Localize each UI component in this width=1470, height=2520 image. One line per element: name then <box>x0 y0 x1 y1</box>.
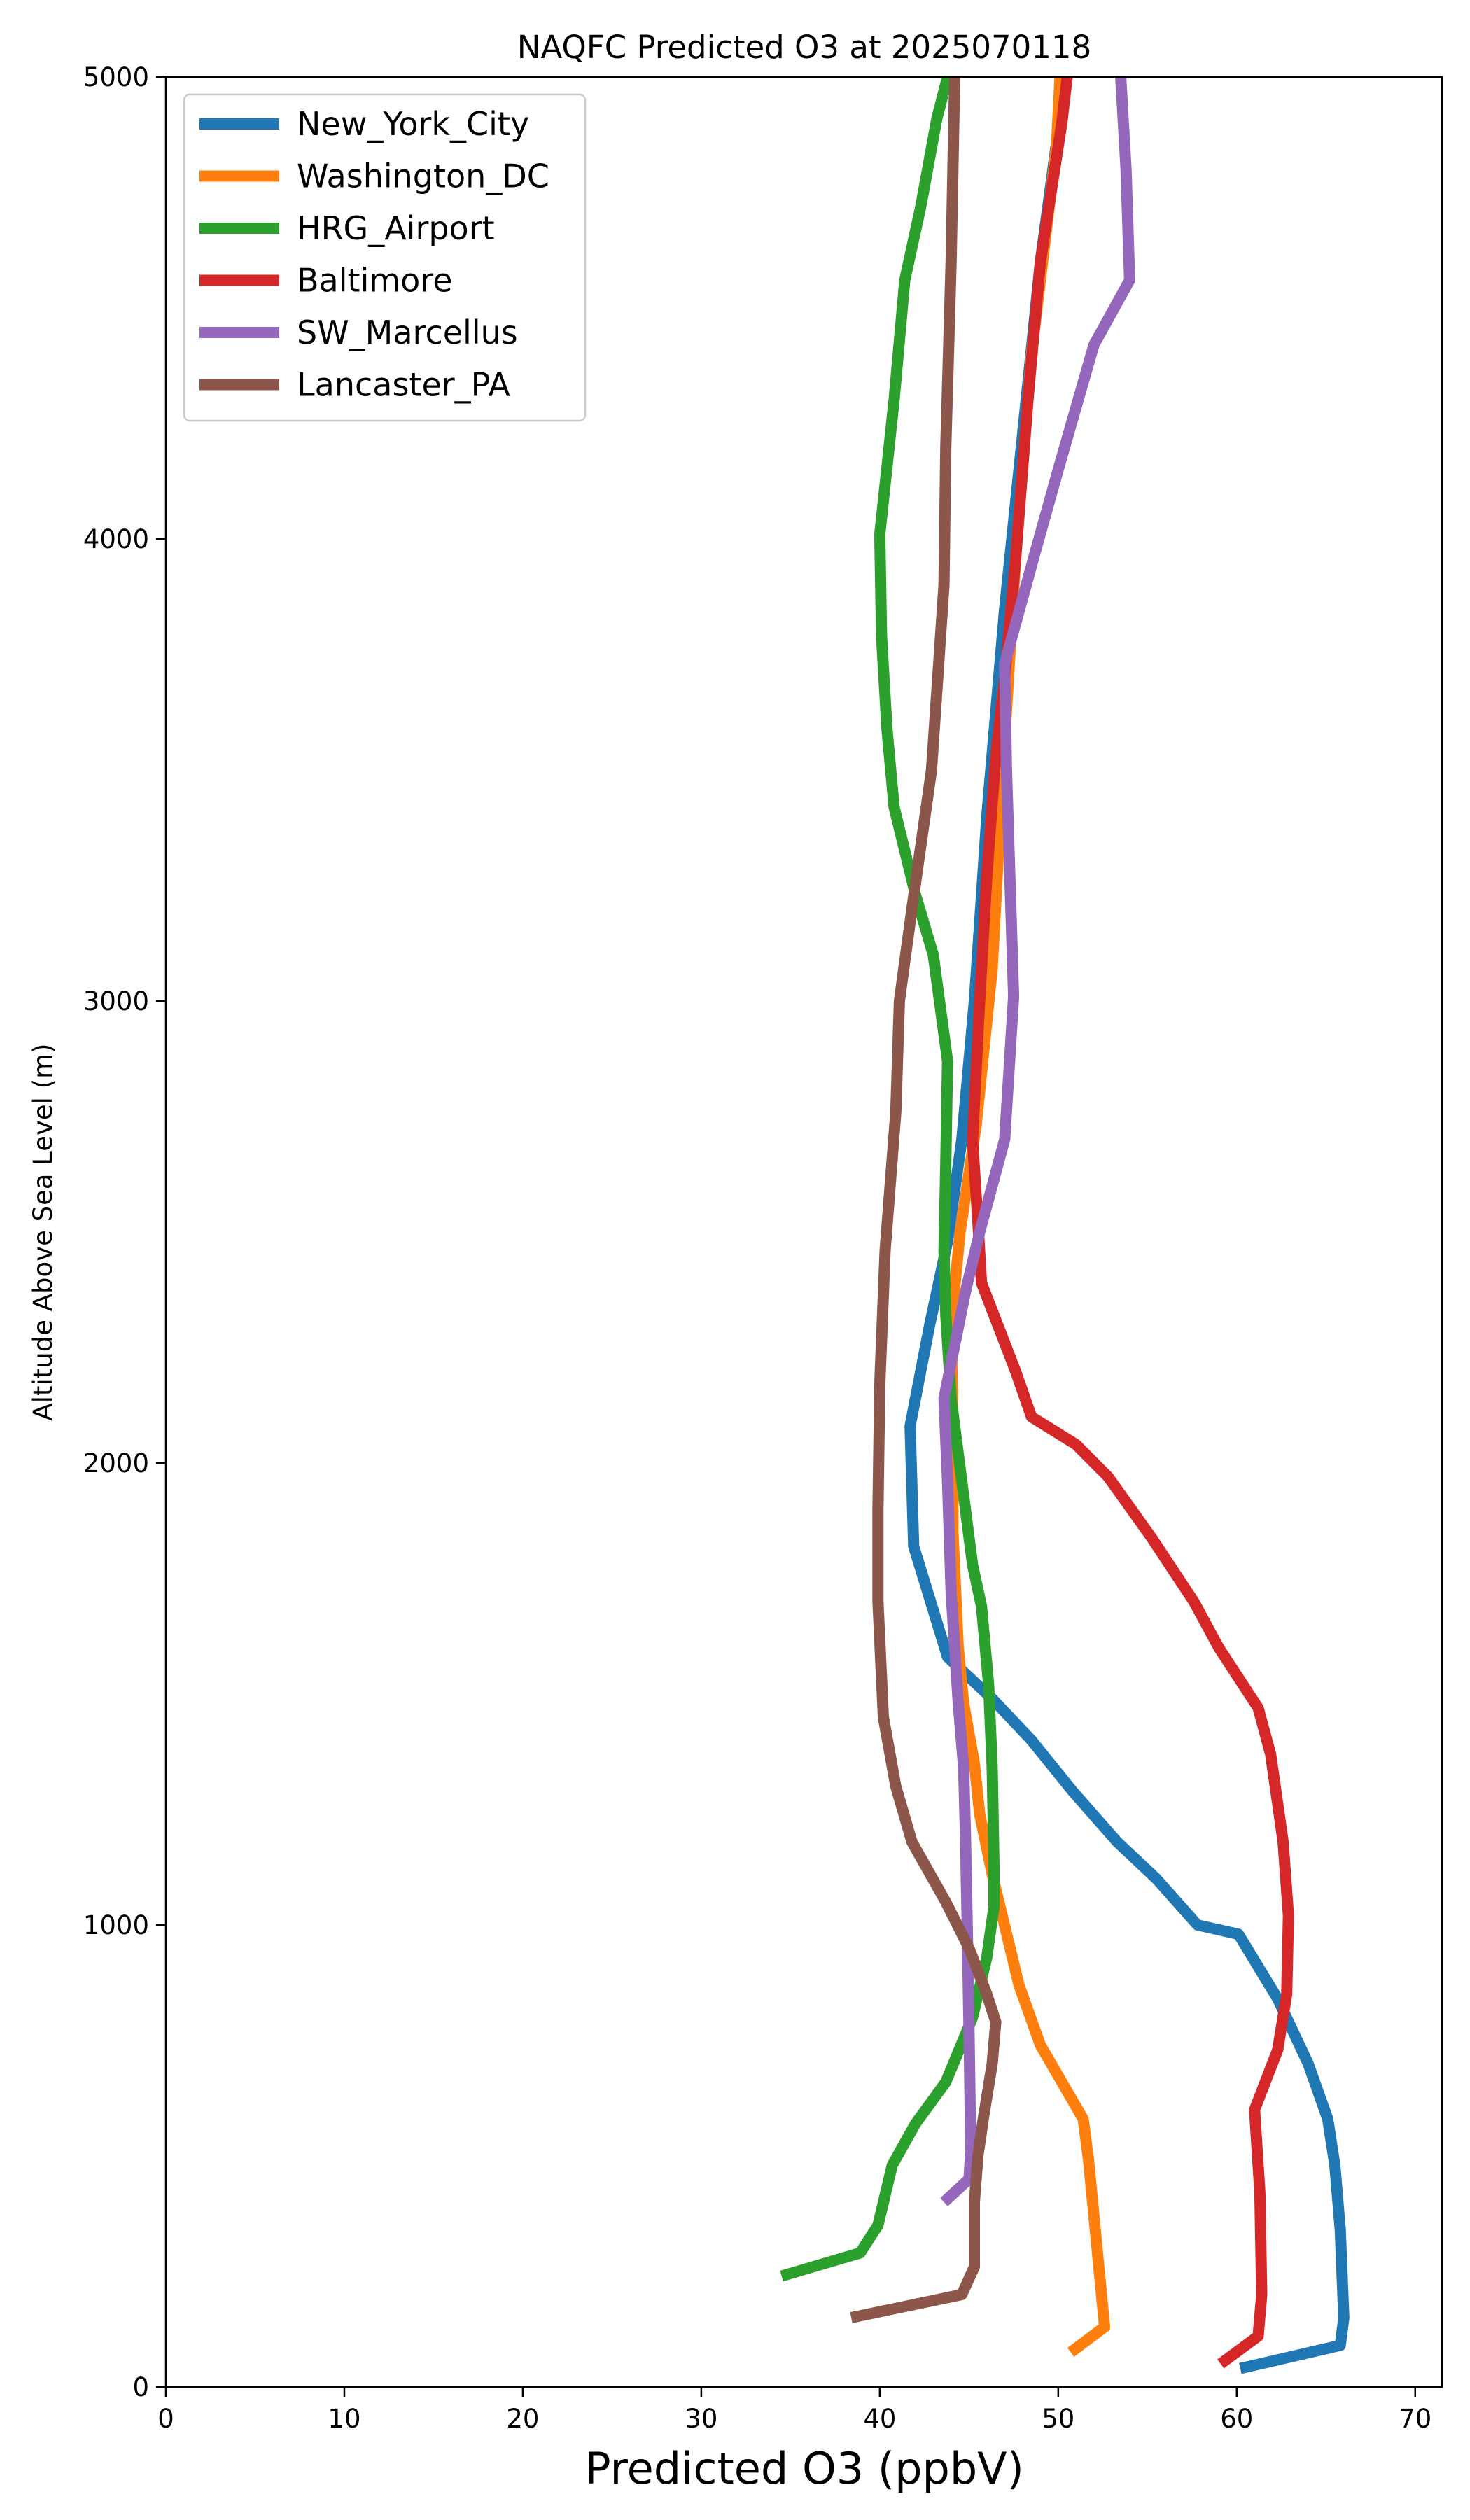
legend-label: HRG_Airport <box>297 209 495 247</box>
y-tick-label: 5000 <box>83 62 149 92</box>
x-axis-label: Predicted O3 (ppbV) <box>584 2443 1024 2494</box>
legend-label: Baltimore <box>297 262 453 300</box>
x-axis-ticks: 0 10 20 30 40 50 60 70 <box>158 2387 1432 2434</box>
x-tick-label: 60 <box>1220 2404 1253 2434</box>
y-axis-label: Altitude Above Sea Level (m) <box>28 1043 58 1420</box>
series-layer <box>780 77 1350 2374</box>
series-line-hrg-airport <box>780 77 1000 2282</box>
y-tick-label: 0 <box>132 2372 149 2402</box>
x-tick-label: 40 <box>863 2404 896 2434</box>
series-line-lancaster-pa <box>850 77 1002 2323</box>
x-tick-label: 0 <box>158 2404 174 2434</box>
x-tick-label: 30 <box>685 2404 718 2434</box>
legend-label: Lancaster_PA <box>297 366 510 404</box>
x-tick-label: 10 <box>328 2404 360 2434</box>
y-tick-label: 3000 <box>83 986 149 1016</box>
legend-label: Washington_DC <box>297 158 550 195</box>
chart-title: NAQFC Predicted O3 at 2025070118 <box>517 29 1091 66</box>
legend-entries: New_York_City Washington_DC HRG_Airport Bal… <box>200 105 550 404</box>
axes-frame <box>164 76 1443 2388</box>
legend-label: SW_Marcellus <box>297 314 518 351</box>
x-tick-label: 20 <box>506 2404 539 2434</box>
legend-label: New_York_City <box>297 105 529 143</box>
legend: New_York_City Washington_DC HRG_Airport Bal… <box>183 93 587 422</box>
y-axis-ticks: 0 1000 2000 3000 4000 5000 <box>83 62 166 2402</box>
x-tick-label: 70 <box>1399 2404 1432 2434</box>
y-tick-label: 4000 <box>83 524 149 554</box>
y-tick-label: 1000 <box>83 1910 149 1940</box>
legend-box <box>183 93 587 422</box>
x-tick-label: 50 <box>1042 2404 1074 2434</box>
y-tick-label: 2000 <box>83 1448 149 1478</box>
